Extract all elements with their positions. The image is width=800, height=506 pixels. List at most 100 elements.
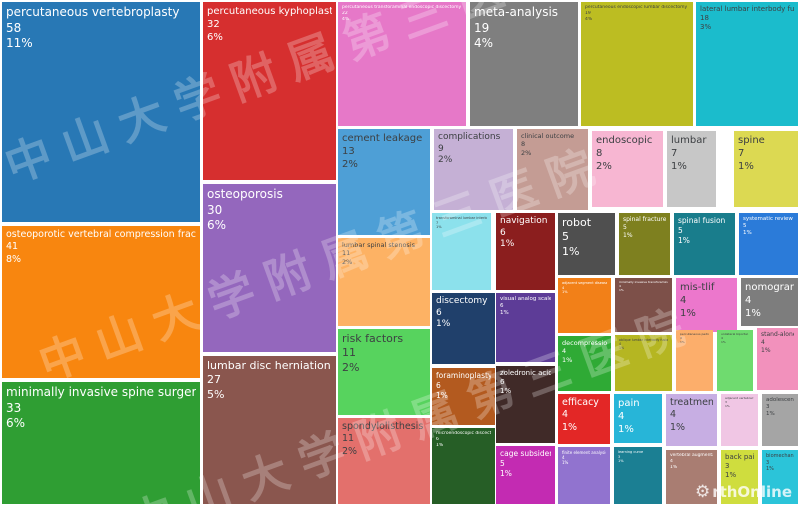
treemap-tile[interactable]: learning curve 3 1% xyxy=(614,447,662,504)
tile-cnt: 6 xyxy=(436,436,439,442)
treemap-tile[interactable]: minimally invasive spine surgery 33 6% xyxy=(2,382,200,504)
treemap-tile[interactable]: navigation 6 1% xyxy=(496,213,555,290)
treemap-tile[interactable]: osteoporosis 30 6% xyxy=(203,184,336,352)
tile-lbl: complications xyxy=(438,132,501,142)
treemap-tile[interactable]: adolescent 3 1% xyxy=(762,394,798,446)
tile-lbl: adjacent segment disease xyxy=(562,281,607,285)
treemap-tile[interactable]: finite element analysis 4 1% xyxy=(558,447,610,504)
treemap-tile[interactable]: spinal fusion 5 1% xyxy=(674,213,735,275)
treemap-tile[interactable]: lumbar 7 1% xyxy=(667,131,716,207)
tile-lbl: spinal fusion xyxy=(678,216,726,225)
tile-pct: 2% xyxy=(342,257,353,266)
tile-lbl: finite element analysis xyxy=(562,450,606,455)
tile-lbl: nomogram xyxy=(745,282,794,293)
treemap-tile[interactable]: transforaminal lumbar interbody fusion71… xyxy=(432,213,491,290)
tile-pct: 1% xyxy=(738,161,754,172)
tile-cnt: 41 xyxy=(6,241,19,253)
tile-lbl: meta-analysis xyxy=(474,5,559,19)
tile-pct: 2% xyxy=(596,161,612,172)
treemap-tile[interactable]: treatment 4 1% xyxy=(666,394,717,446)
treemap-tile[interactable]: endoscopic 8 2% xyxy=(592,131,663,207)
tile-lbl: osteoporotic vertebral compression fract… xyxy=(6,229,196,240)
tile-pct: 1% xyxy=(680,340,685,344)
tile-lbl: vertebral augmentation xyxy=(670,453,713,458)
tile-cnt: 7 xyxy=(738,148,745,159)
treemap-tile[interactable]: lumbar disc herniation 27 5% xyxy=(203,356,336,504)
tile-cnt: 3 xyxy=(766,404,770,411)
tile-lbl: foraminoplasty xyxy=(436,371,491,380)
treemap-tile[interactable]: complications 9 2% xyxy=(434,129,513,210)
tile-pct: 4% xyxy=(585,16,593,22)
tile-lbl: cage subsidence xyxy=(500,449,551,458)
treemap-tile[interactable]: lumbar spinal stenosis 11 2% xyxy=(338,238,430,326)
tile-cnt: 4 xyxy=(670,409,677,421)
tile-pct: 1% xyxy=(766,411,775,418)
treemap-tile[interactable]: back pain31% xyxy=(721,450,758,504)
treemap-tile[interactable]: discectomy 6 1% xyxy=(432,293,495,364)
tile-cnt: 5 xyxy=(678,225,683,235)
tile-pct: 2% xyxy=(342,445,358,457)
tile-lbl: robot xyxy=(562,216,592,229)
treemap-tile[interactable]: percutaneous kyphoplasty 32 6% xyxy=(203,2,336,180)
treemap-tile[interactable]: unilateral biportal endoscopy41% xyxy=(717,330,753,391)
treemap-tile[interactable]: cement leakage 13 2% xyxy=(338,129,430,235)
treemap-tile[interactable]: adjacent segment disease 4 1% xyxy=(558,278,611,333)
tile-pct: 1% xyxy=(766,466,774,472)
treemap-tile[interactable]: osteoporotic vertebral compression fract… xyxy=(2,226,200,378)
treemap-tile[interactable]: lateral lumbar interbody fusion183% xyxy=(696,2,798,126)
treemap-tile[interactable]: vertebral augmentation41% xyxy=(666,450,717,504)
treemap-tile[interactable]: spinal fractures 5 1% xyxy=(619,213,670,275)
treemap-tile[interactable]: percutaneous pedicle screw fixation41% xyxy=(676,330,713,391)
treemap-tile[interactable]: pain 4 1% xyxy=(614,394,662,443)
tile-pct: 1% xyxy=(721,340,726,344)
tile-lbl: adolescent xyxy=(766,397,794,403)
tile-pct: 2% xyxy=(342,159,358,170)
treemap-tile[interactable]: spine 7 1% xyxy=(734,131,798,207)
tile-cnt: 9 xyxy=(438,143,444,154)
tile-lbl: risk factors xyxy=(342,332,404,345)
treemap-tile[interactable]: decompression 4 1% xyxy=(558,336,611,391)
tile-cnt: 6 xyxy=(500,227,506,238)
treemap-tile[interactable]: foraminoplasty 6 1% xyxy=(432,368,495,425)
tile-pct: 6% xyxy=(207,32,223,43)
treemap-tile[interactable]: percutaneous vertebroplasty 58 11% xyxy=(2,2,200,222)
treemap-tile[interactable]: zoledronic acid 6 1% xyxy=(496,366,555,443)
tile-cnt: 8 xyxy=(521,140,526,149)
tile-lbl: percutaneous transforaminal endoscopic d… xyxy=(342,5,462,10)
tile-pct: 3% xyxy=(700,23,712,32)
treemap-tile[interactable]: cage subsidence51% xyxy=(496,446,555,504)
tile-lbl: spine xyxy=(738,135,765,146)
tile-cnt: 11 xyxy=(342,346,356,360)
tile-lbl: navigation xyxy=(500,216,548,226)
treemap-tile[interactable]: risk factors 11 2% xyxy=(338,329,430,415)
tile-pct: 1% xyxy=(500,387,512,396)
treemap-tile[interactable]: nomogram 4 1% xyxy=(741,278,798,326)
treemap-tile[interactable]: visual analog scale 6 1% xyxy=(496,293,555,362)
treemap-tile[interactable]: efficacy 4 1% xyxy=(558,394,610,444)
treemap-tile[interactable]: percutaneous endoscopic lumbar discectom… xyxy=(581,2,693,126)
treemap-tile[interactable]: adjacent vertebral fracture31% xyxy=(721,394,758,446)
tile-lbl: lumbar xyxy=(671,135,707,146)
tile-pct: 1% xyxy=(500,310,509,317)
treemap-tile[interactable]: oblique lumbar interbody fusion 4 1% xyxy=(615,335,672,391)
treemap-tile[interactable]: clinical outcome 8 2% xyxy=(517,129,588,210)
tile-cnt: 4 xyxy=(619,284,621,288)
treemap-tile[interactable]: spondylolisthesis 11 2% xyxy=(338,418,430,504)
tile-pct: 2% xyxy=(438,155,453,166)
treemap-tile[interactable]: stand-alone 4 1% xyxy=(757,328,798,390)
tile-lbl: percutaneous pedicle screw fixation xyxy=(680,333,709,336)
tile-pct: 1% xyxy=(618,459,624,464)
treemap-tile[interactable]: minimally invasive transforaminal lumbar… xyxy=(615,278,672,332)
tile-lbl: mis-tlif xyxy=(680,282,715,293)
treemap-tile[interactable]: percutaneous transforaminal endoscopic d… xyxy=(338,2,466,126)
treemap-tile[interactable]: meta-analysis 19 4% xyxy=(470,2,578,126)
treemap-tile[interactable]: robot 5 1% xyxy=(558,213,615,275)
treemap-tile[interactable]: mis-tlif 4 1% xyxy=(676,278,737,332)
treemap-tile[interactable]: biomechanics31% xyxy=(762,450,798,504)
tile-lbl: percutaneous kyphoplasty xyxy=(207,6,332,17)
tile-pct: 1% xyxy=(500,239,515,250)
tile-lbl: decompression xyxy=(562,339,607,347)
tile-lbl: systematic review xyxy=(743,216,793,222)
treemap-tile[interactable]: systematic review 5 1% xyxy=(739,213,798,275)
